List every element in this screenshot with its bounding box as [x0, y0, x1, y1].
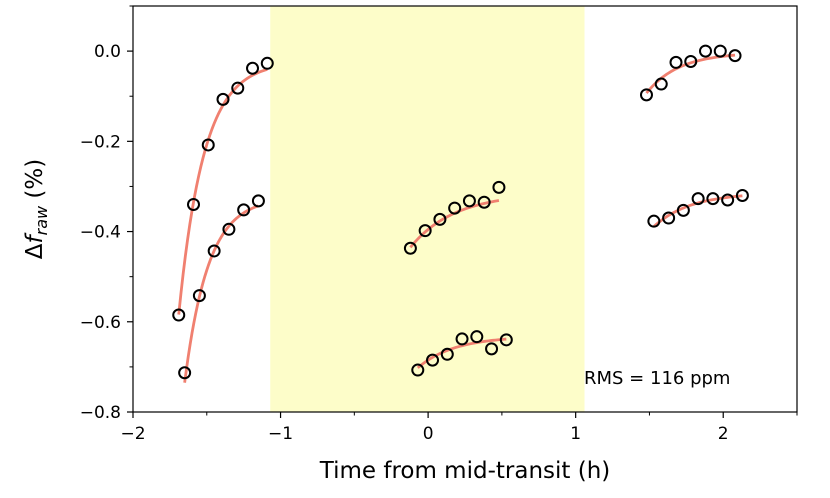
transit-shaded-region	[270, 6, 585, 412]
data-point	[721, 193, 735, 207]
data-point	[237, 203, 251, 217]
data-point	[440, 347, 454, 361]
data-point	[499, 333, 513, 347]
data-point	[426, 353, 440, 367]
data-point	[691, 192, 705, 206]
y-axis-label: Δfraw (%)	[22, 159, 51, 259]
data-point	[713, 44, 727, 58]
y-tick-label: 0.0	[94, 42, 121, 62]
fit-curve-5	[645, 53, 736, 94]
data-point	[448, 201, 462, 215]
data-point	[492, 180, 506, 194]
data-point	[251, 194, 265, 208]
x-tick-label: 2	[718, 424, 729, 444]
x-tick-label: 1	[570, 424, 581, 444]
y-axis-label-subscript: raw	[32, 205, 51, 235]
y-axis: 0.0 −0.2 −0.4 −0.6 −0.8	[80, 5, 133, 423]
data-point	[231, 81, 245, 95]
data-point	[477, 195, 491, 209]
fit-curve-4	[416, 337, 507, 369]
fit-curve-2	[183, 204, 259, 383]
data-point	[669, 55, 683, 69]
data-point	[654, 77, 668, 91]
data-point	[676, 203, 690, 217]
data-point	[662, 211, 676, 225]
data-point	[699, 44, 713, 58]
data-point	[216, 92, 230, 106]
fit-curve-1	[177, 68, 268, 315]
data-point	[222, 222, 236, 236]
y-axis-label-symbol: f	[22, 232, 48, 243]
data-point	[411, 363, 425, 377]
data-point	[186, 197, 200, 211]
data-points	[172, 44, 749, 380]
y-tick-label: −0.4	[80, 223, 121, 243]
data-point	[201, 138, 215, 152]
data-point	[192, 289, 206, 303]
data-point	[418, 224, 432, 238]
data-point	[433, 212, 447, 226]
y-tick-label: −0.2	[80, 132, 121, 152]
plot-frame	[132, 5, 798, 413]
fit-curve-6	[652, 194, 743, 228]
data-point	[639, 88, 653, 102]
data-point	[684, 54, 698, 68]
data-point	[485, 342, 499, 356]
data-point	[178, 366, 192, 380]
x-axis-label: Time from mid-transit (h)	[319, 458, 611, 484]
x-axis: −2 −1 0 1 2	[120, 412, 798, 444]
y-tick-label: −0.6	[80, 313, 121, 333]
y-axis-label-suffix: (%)	[22, 159, 48, 206]
data-point	[647, 214, 661, 228]
data-point	[462, 194, 476, 208]
x-tick-label: −1	[268, 424, 293, 444]
data-point	[470, 330, 484, 344]
rms-annotation: RMS = 116 ppm	[584, 368, 730, 389]
data-point	[728, 49, 742, 63]
data-point	[246, 61, 260, 75]
y-axis-label-prefix: Δ	[22, 243, 48, 259]
data-point	[207, 244, 221, 258]
x-tick-label: −2	[120, 424, 145, 444]
data-point	[455, 332, 469, 346]
data-point	[172, 308, 186, 322]
y-tick-label: −0.8	[80, 403, 121, 423]
data-point	[706, 192, 720, 206]
data-point	[260, 56, 274, 70]
data-point	[735, 188, 749, 202]
x-tick-label: 0	[423, 424, 434, 444]
data-point	[403, 241, 417, 255]
